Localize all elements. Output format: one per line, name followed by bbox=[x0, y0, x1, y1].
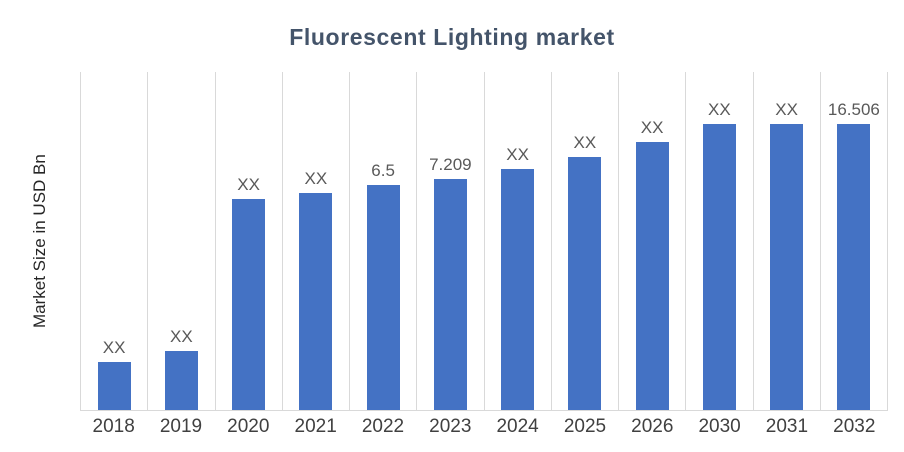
chart-title: Fluorescent Lighting market bbox=[289, 24, 615, 50]
bar bbox=[97, 362, 131, 410]
x-tick-label: 2018 bbox=[92, 416, 135, 437]
bar bbox=[366, 185, 400, 410]
bar-value-label: 6.5 bbox=[371, 161, 395, 181]
bar bbox=[702, 123, 736, 410]
bar-group: 7.209 bbox=[417, 72, 485, 410]
bar-group: XX bbox=[619, 72, 687, 410]
bar bbox=[770, 123, 804, 410]
bar-group: 6.5 bbox=[350, 72, 418, 410]
bar-value-label: XX bbox=[506, 145, 529, 165]
bar-value-label: XX bbox=[573, 132, 597, 152]
bar bbox=[635, 141, 669, 410]
bar-value-label: XX bbox=[102, 338, 126, 358]
x-tick-label: 2032 bbox=[833, 416, 876, 437]
bar bbox=[568, 156, 602, 410]
bar-value-label: XX bbox=[775, 99, 798, 119]
bar-group: XX bbox=[216, 72, 283, 410]
bar-value-label: 16.506 bbox=[827, 99, 880, 119]
x-tick-label: 2026 bbox=[631, 416, 674, 437]
bar-group: XX bbox=[686, 72, 754, 410]
bar bbox=[837, 123, 871, 410]
y-axis-label: Market Size in USD Bn bbox=[30, 154, 49, 328]
bar bbox=[164, 351, 198, 410]
x-tick-label: 2021 bbox=[294, 416, 337, 437]
bar bbox=[433, 179, 467, 410]
x-tick-label: 2024 bbox=[496, 416, 539, 437]
bar bbox=[501, 169, 535, 410]
bar-group: XX bbox=[552, 72, 619, 410]
bar-group: XX bbox=[485, 72, 552, 410]
plot-area: XX XX XX XX 6.5 7.209 XX XX XX XX XX 16.506 bbox=[80, 72, 888, 411]
x-tick-label: 2020 bbox=[227, 416, 270, 437]
bar-group: 16.506 bbox=[821, 72, 888, 410]
bar-value-label: XX bbox=[640, 117, 664, 137]
bar-group: XX bbox=[754, 72, 821, 410]
x-tick-label: 2023 bbox=[429, 416, 472, 437]
x-tick-label: 2031 bbox=[765, 416, 809, 437]
x-axis: 2018 2019 2020 2021 2022 2023 2024 2025 2026 2030… bbox=[80, 416, 888, 438]
bar-value-label: XX bbox=[708, 99, 731, 119]
bar-value-label: XX bbox=[170, 327, 193, 347]
x-tick-label: 2025 bbox=[563, 416, 607, 437]
bar bbox=[232, 199, 266, 410]
bar-group: XX bbox=[283, 72, 350, 410]
x-tick-label: 2022 bbox=[361, 416, 405, 437]
x-tick-label: 2030 bbox=[698, 416, 741, 437]
bar-value-label: XX bbox=[304, 169, 328, 189]
x-tick-label: 2019 bbox=[159, 416, 203, 437]
bar-group: XX bbox=[80, 72, 149, 410]
bar bbox=[299, 193, 333, 410]
bar-value-label: 7.209 bbox=[429, 155, 472, 175]
bar-value-label: XX bbox=[237, 175, 260, 195]
bar-group: XX bbox=[148, 72, 216, 410]
